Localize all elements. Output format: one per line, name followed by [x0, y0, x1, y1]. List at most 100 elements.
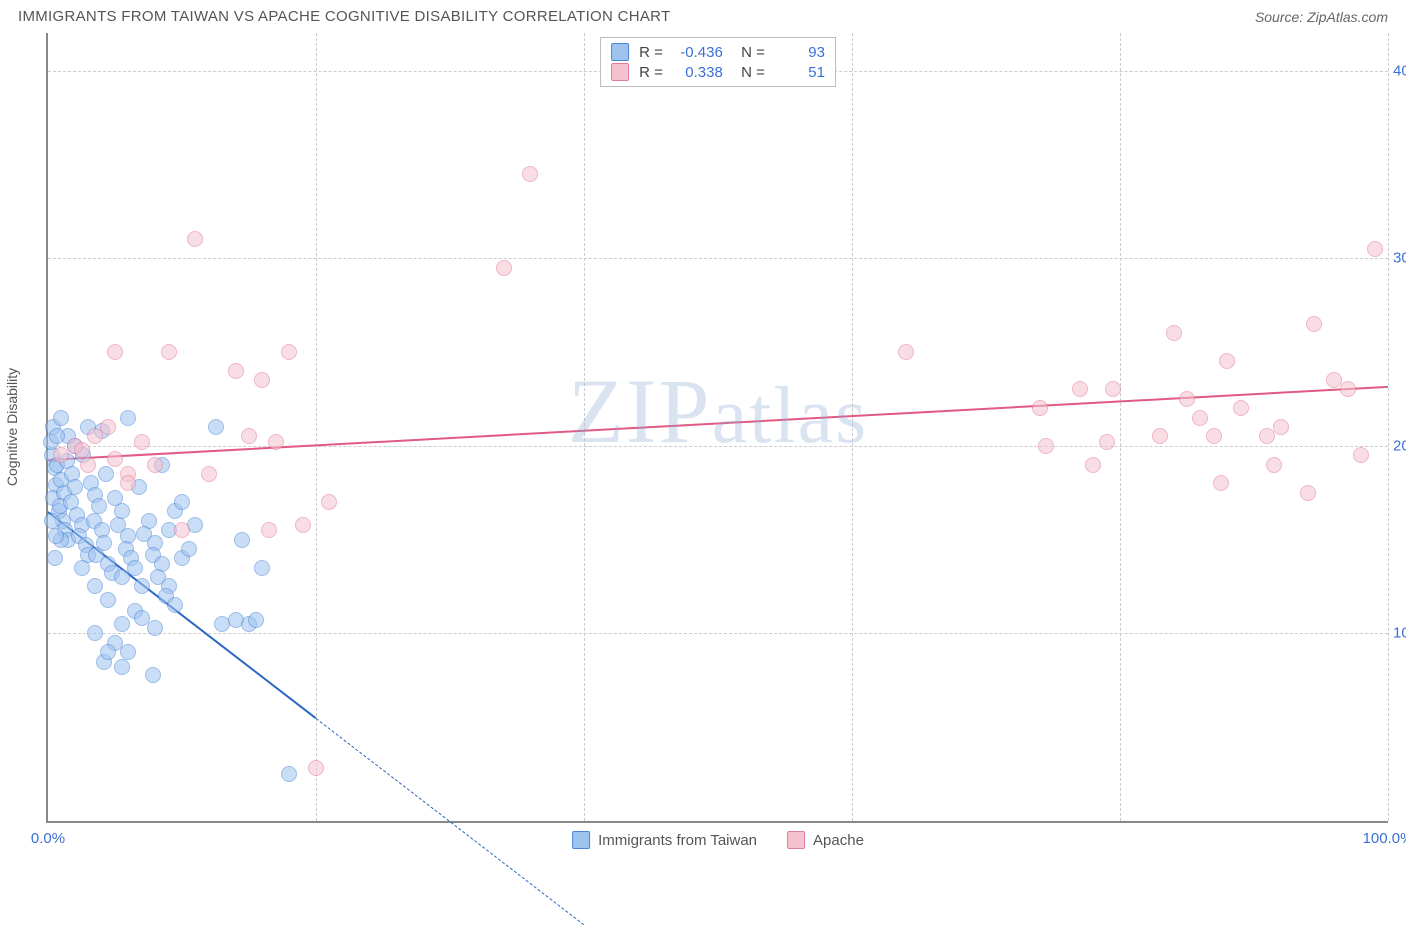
data-point-series-1 — [295, 517, 311, 533]
data-point-series-1 — [1306, 316, 1322, 332]
data-point-series-1 — [1213, 475, 1229, 491]
y-tick-label: 10.0% — [1393, 625, 1406, 642]
data-point-series-1 — [1105, 381, 1121, 397]
data-point-series-0 — [91, 498, 107, 514]
stats-r-value-1: 0.338 — [673, 64, 723, 81]
data-point-series-1 — [281, 344, 297, 360]
legend-swatch-1 — [787, 831, 805, 849]
data-point-series-1 — [1166, 325, 1182, 341]
data-point-series-0 — [114, 659, 130, 675]
swatch-series-0 — [611, 43, 629, 61]
data-point-series-1 — [1353, 447, 1369, 463]
gridline-vertical — [1120, 33, 1121, 821]
data-point-series-1 — [1152, 428, 1168, 444]
data-point-series-1 — [1233, 400, 1249, 416]
data-point-series-0 — [48, 528, 64, 544]
data-point-series-0 — [74, 560, 90, 576]
data-point-series-1 — [1099, 434, 1115, 450]
data-point-series-0 — [49, 428, 65, 444]
data-point-series-0 — [100, 592, 116, 608]
data-point-series-1 — [1367, 241, 1383, 257]
data-point-series-0 — [254, 560, 270, 576]
data-point-series-1 — [134, 434, 150, 450]
y-axis-title: Cognitive Disability — [4, 368, 20, 486]
gridline-vertical — [316, 33, 317, 821]
data-point-series-0 — [114, 616, 130, 632]
data-point-series-0 — [248, 612, 264, 628]
stats-row-series-0: R = -0.436 N = 93 — [611, 42, 825, 62]
data-point-series-1 — [74, 442, 90, 458]
data-point-series-1 — [1072, 381, 1088, 397]
gridline-horizontal — [48, 258, 1388, 259]
stats-n-label: N = — [733, 64, 765, 81]
stats-n-value-1: 51 — [775, 64, 825, 81]
data-point-series-0 — [127, 560, 143, 576]
data-point-series-0 — [181, 541, 197, 557]
data-point-series-1 — [80, 457, 96, 473]
data-point-series-0 — [87, 625, 103, 641]
data-point-series-1 — [308, 760, 324, 776]
y-tick-label: 20.0% — [1393, 437, 1406, 454]
data-point-series-1 — [161, 344, 177, 360]
legend-label-0: Immigrants from Taiwan — [598, 832, 757, 849]
stats-row-series-1: R = 0.338 N = 51 — [611, 62, 825, 82]
data-point-series-0 — [67, 479, 83, 495]
data-point-series-1 — [187, 231, 203, 247]
data-point-series-0 — [98, 466, 114, 482]
gridline-vertical — [1388, 33, 1389, 821]
data-point-series-1 — [1192, 410, 1208, 426]
plot-area: 10.0%20.0%30.0%40.0%0.0%100.0% — [48, 33, 1388, 821]
data-point-series-1 — [321, 494, 337, 510]
stats-r-value-0: -0.436 — [673, 44, 723, 61]
data-point-series-1 — [120, 475, 136, 491]
gridline-vertical — [852, 33, 853, 821]
data-point-series-1 — [174, 522, 190, 538]
data-point-series-1 — [1179, 391, 1195, 407]
legend-swatch-0 — [572, 831, 590, 849]
legend-item-1: Apache — [787, 831, 864, 849]
y-tick-label: 30.0% — [1393, 250, 1406, 267]
data-point-series-1 — [1085, 457, 1101, 473]
data-point-series-1 — [241, 428, 257, 444]
data-point-series-0 — [114, 569, 130, 585]
stats-legend-box: R = -0.436 N = 93 R = 0.338 N = 51 — [600, 37, 836, 87]
data-point-series-0 — [208, 419, 224, 435]
data-point-series-0 — [87, 578, 103, 594]
data-point-series-1 — [228, 363, 244, 379]
data-point-series-1 — [1038, 438, 1054, 454]
data-point-series-0 — [53, 410, 69, 426]
legend-label-1: Apache — [813, 832, 864, 849]
stats-r-label: R = — [639, 44, 663, 61]
data-point-series-0 — [120, 410, 136, 426]
data-point-series-0 — [44, 513, 60, 529]
data-point-series-1 — [522, 166, 538, 182]
data-point-series-0 — [167, 597, 183, 613]
data-point-series-1 — [1206, 428, 1222, 444]
data-point-series-1 — [107, 344, 123, 360]
gridline-horizontal — [48, 633, 1388, 634]
gridline-vertical — [584, 33, 585, 821]
data-point-series-1 — [201, 466, 217, 482]
stats-r-label: R = — [639, 64, 663, 81]
chart-title: IMMIGRANTS FROM TAIWAN VS APACHE COGNITI… — [18, 8, 671, 25]
data-point-series-1 — [268, 434, 284, 450]
chart-header: IMMIGRANTS FROM TAIWAN VS APACHE COGNITI… — [0, 0, 1406, 29]
chart-area: Cognitive Disability 10.0%20.0%30.0%40.0… — [46, 33, 1388, 823]
data-point-series-1 — [147, 457, 163, 473]
data-point-series-1 — [496, 260, 512, 276]
trend-line-dashed-series-0 — [316, 718, 585, 925]
data-point-series-0 — [145, 667, 161, 683]
data-point-series-1 — [254, 372, 270, 388]
data-point-series-1 — [261, 522, 277, 538]
data-point-series-1 — [107, 451, 123, 467]
chart-source: Source: ZipAtlas.com — [1255, 9, 1388, 25]
data-point-series-0 — [174, 494, 190, 510]
gridline-horizontal — [48, 446, 1388, 447]
data-point-series-1 — [1032, 400, 1048, 416]
data-point-series-1 — [1266, 457, 1282, 473]
data-point-series-1 — [898, 344, 914, 360]
x-tick-label: 0.0% — [31, 830, 65, 847]
stats-n-label: N = — [733, 44, 765, 61]
data-point-series-1 — [1273, 419, 1289, 435]
data-point-series-1 — [100, 419, 116, 435]
